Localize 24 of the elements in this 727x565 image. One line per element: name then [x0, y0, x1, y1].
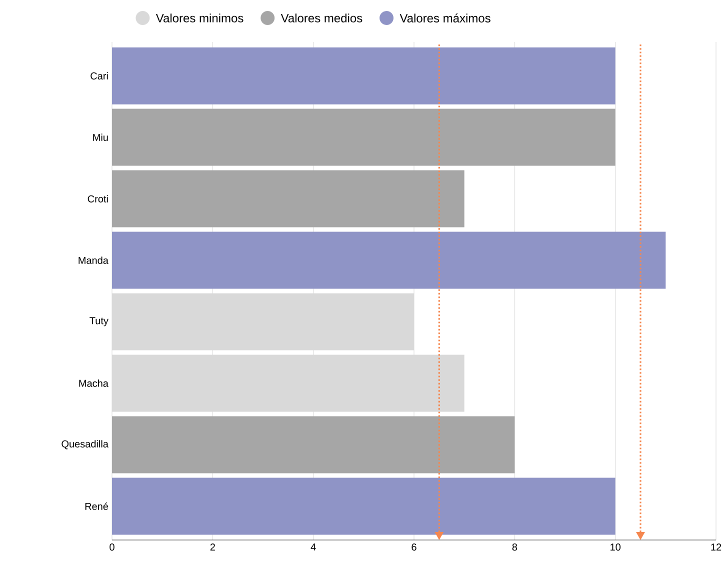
legend-label: Valores minimos	[156, 14, 244, 22]
x-tick-label: 12	[711, 544, 722, 551]
x-tick-label: 10	[610, 544, 621, 551]
x-tick-label: 2	[210, 544, 215, 551]
y-tick-label: Miu	[93, 134, 108, 141]
x-tick-label: 0	[110, 544, 114, 551]
x-tick-label: 4	[310, 544, 316, 550]
legend-label: Valores máximos	[400, 14, 490, 22]
bar	[112, 232, 666, 289]
y-tick-label: Manda	[78, 256, 108, 264]
y-tick-label: René	[85, 502, 108, 510]
y-tick-label: Quesadilla	[62, 440, 108, 450]
bar	[112, 108, 616, 166]
bar	[112, 170, 464, 228]
y-tick-label: Cari	[90, 72, 108, 80]
y-tick-label: Tuty	[90, 317, 108, 326]
bar	[112, 478, 616, 535]
legend-label: Valores medios	[280, 14, 362, 22]
y-tick-label: Macha	[79, 380, 108, 387]
bar	[112, 47, 616, 104]
x-tick-label: 8	[512, 544, 518, 551]
y-tick-label: Croti	[88, 195, 108, 202]
bar	[112, 416, 515, 474]
x-tick-label: 6	[412, 544, 416, 551]
